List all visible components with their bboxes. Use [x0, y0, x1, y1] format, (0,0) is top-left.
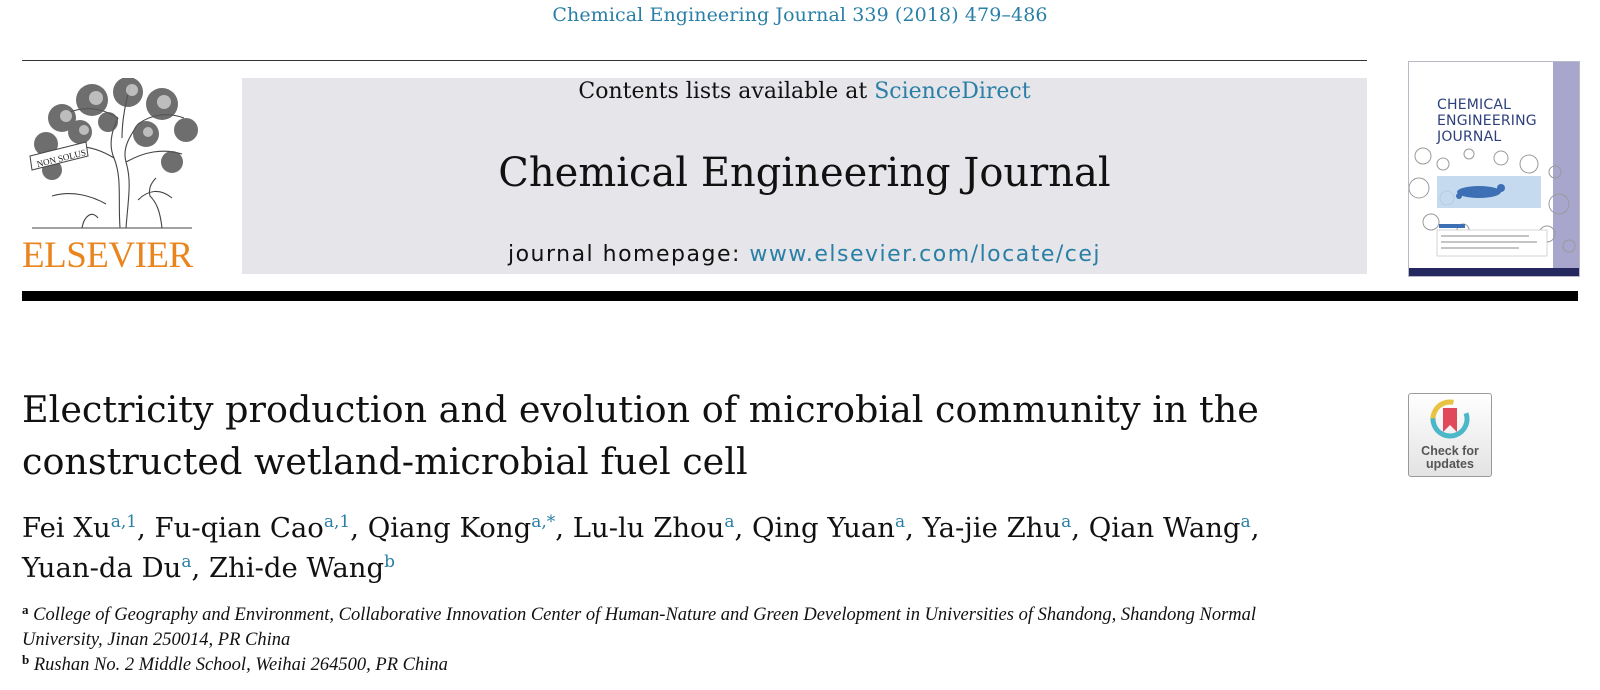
- author-name[interactable]: Qiang Kong: [367, 512, 532, 544]
- cover-bottom-band: [1409, 268, 1579, 276]
- author-line: Yuan-da Dua, Zhi-de Wangb: [22, 552, 396, 584]
- author-affil-mark[interactable]: a,1: [323, 512, 351, 532]
- cover-title-line: CHEMICAL: [1437, 97, 1512, 113]
- journal-cover[interactable]: CHEMICAL ENGINEERING JOURNAL: [1408, 61, 1580, 277]
- cover-title: CHEMICAL ENGINEERING JOURNAL: [1437, 97, 1557, 145]
- author-name[interactable]: Fu-qian Cao: [154, 512, 324, 544]
- homepage-link[interactable]: www.elsevier.com/locate/cej: [749, 242, 1102, 267]
- header-rule: [22, 60, 1367, 61]
- affiliation-text: College of Geography and Environment, Co…: [33, 605, 1257, 625]
- article-title-line: constructed wetland-microbial fuel cell: [22, 440, 748, 483]
- author-name[interactable]: Qian Wang: [1088, 512, 1241, 544]
- author-name[interactable]: Qing Yuan: [751, 512, 895, 544]
- author-name[interactable]: Lu-lu Zhou: [572, 512, 725, 544]
- affiliation-mark: b: [22, 652, 30, 667]
- cover-title-line: JOURNAL: [1437, 129, 1502, 145]
- author-name[interactable]: Zhi-de Wang: [209, 552, 385, 584]
- check-for-updates-line2: updates: [1426, 457, 1474, 471]
- article-title: Electricity production and evolution of …: [22, 384, 1352, 488]
- cover-title-line: ENGINEERING: [1437, 113, 1537, 129]
- contents-prefix: Contents lists available at: [578, 79, 875, 104]
- contents-line: Contents lists available at ScienceDirec…: [242, 78, 1367, 106]
- check-for-updates-icon: [1430, 399, 1470, 439]
- author-affil-mark[interactable]: a,1: [110, 512, 138, 532]
- header-thick-rule: [22, 291, 1578, 301]
- check-for-updates-button[interactable]: Check for updates: [1408, 393, 1492, 477]
- cover-bubbles-art: [1409, 147, 1576, 257]
- journal-name[interactable]: Chemical Engineering Journal: [498, 150, 1111, 196]
- homepage-line: journal homepage: www.elsevier.com/locat…: [242, 240, 1367, 270]
- author-affil-mark[interactable]: a: [724, 512, 735, 532]
- affiliation-text: University, Jinan 250014, PR China: [22, 630, 291, 650]
- author-name[interactable]: Fei Xu: [22, 512, 111, 544]
- author-affil-mark[interactable]: a: [894, 512, 906, 532]
- journal-citation[interactable]: Chemical Engineering Journal 339 (2018) …: [552, 4, 1048, 26]
- journal-banner: Contents lists available at ScienceDirec…: [242, 78, 1367, 274]
- affiliation-list: a College of Geography and Environment, …: [22, 603, 1382, 678]
- author-affil-mark[interactable]: a: [1240, 512, 1251, 532]
- author-list: Fei Xua,1, Fu-qian Caoa,1, Qiang Konga,*…: [22, 508, 1352, 588]
- homepage-prefix: journal homepage:: [507, 242, 750, 267]
- affiliation-line: b Rushan No. 2 Middle School, Weihai 264…: [22, 653, 1382, 678]
- author-affil-mark[interactable]: a,*: [531, 512, 556, 532]
- affiliation-line: University, Jinan 250014, PR China: [22, 628, 1382, 653]
- elsevier-tree-icon: NON SOLUS: [29, 78, 198, 229]
- author-affil-mark[interactable]: a: [181, 552, 192, 572]
- affiliation-line: a College of Geography and Environment, …: [22, 603, 1382, 628]
- author-name[interactable]: Yuan-da Du: [22, 552, 182, 584]
- article-title-line: Electricity production and evolution of …: [22, 388, 1259, 431]
- author-affil-mark[interactable]: b: [384, 552, 396, 572]
- author-affil-mark[interactable]: a: [1061, 512, 1072, 532]
- affiliation-text: Rushan No. 2 Middle School, Weihai 26450…: [33, 655, 448, 675]
- author-line: Fei Xua,1, Fu-qian Caoa,1, Qiang Konga,*…: [22, 512, 1260, 544]
- affiliation-mark: a: [22, 602, 29, 617]
- elsevier-logo[interactable]: NON SOLUS ELSEVIER: [22, 78, 202, 276]
- check-for-updates-label: Check for updates: [1409, 445, 1491, 471]
- elsevier-wordmark: ELSEVIER: [22, 235, 193, 276]
- author-name[interactable]: Ya-jie Zhu: [922, 512, 1062, 544]
- sciencedirect-link[interactable]: ScienceDirect: [874, 79, 1031, 104]
- check-for-updates-line1: Check for: [1421, 444, 1479, 458]
